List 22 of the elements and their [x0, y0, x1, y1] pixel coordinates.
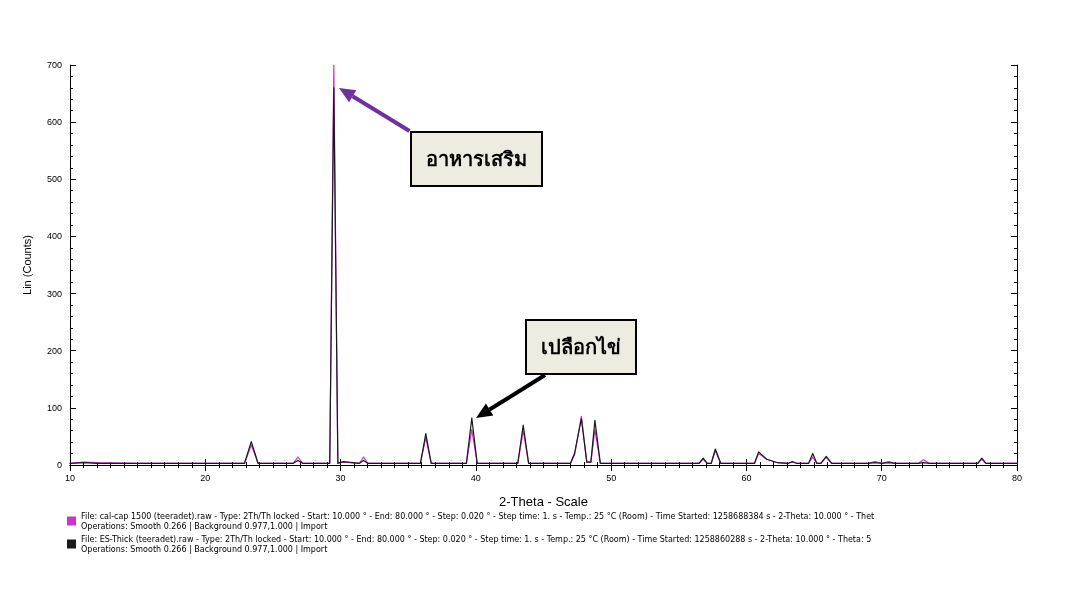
y-tick-label: 100	[46, 402, 62, 413]
annotation: อาหารเสริม	[409, 131, 543, 187]
x-tick-label: 30	[335, 472, 346, 483]
y-tick-label: 600	[46, 117, 62, 128]
x-axis-title: 2-Theta - Scale	[499, 494, 588, 509]
x-tick-label: 20	[200, 472, 211, 483]
y-tick-label: 700	[46, 60, 62, 70]
legend-label: File: ES-Thick (teeradet).raw - Type: 2Th/Th locked - Start: 10.000 ° - End: 80.000 ° - Step: 0.020 ° - Step time: 1. s - Temp.: 25 °C (Room) - Time Started: 1258860288 s - 2-Theta: 10.000 ° - Theta: 5 Operations: Smooth 0.266 | Background 0.977,1.000 | Import	[81, 534, 872, 554]
x-tick-label: 60	[741, 472, 752, 483]
y-tick-label: 400	[46, 231, 62, 242]
x-tick-label: 80	[1011, 472, 1023, 483]
x-tick-label: 10	[64, 472, 76, 483]
y-tick-label: 200	[46, 345, 62, 356]
y-tick-label: 300	[46, 288, 62, 299]
x-tick-label: 40	[470, 472, 481, 483]
x-tick-label: 70	[876, 472, 887, 483]
legend-label: File: cal-cap 1500 (teeradet).raw - Type: 2Th/Th locked - Start: 10.000 ° - End: 80.000 ° - Step: 0.020 ° - Step time: 1. s - Temp.: 25 °C (Room) - Time Started: 1258688384 s - 2-Theta: 10.000 ° - Thet Operations: Smooth 0.266 | Background 0.977,1.000 | Import	[81, 511, 875, 531]
y-axis-title: Lin (Counts)	[20, 235, 33, 295]
annotation: เปลือกไข่	[525, 319, 637, 375]
y-tick-label: 0	[56, 460, 62, 470]
y-tick-label: 500	[46, 174, 62, 185]
x-tick-label: 50	[606, 472, 617, 483]
